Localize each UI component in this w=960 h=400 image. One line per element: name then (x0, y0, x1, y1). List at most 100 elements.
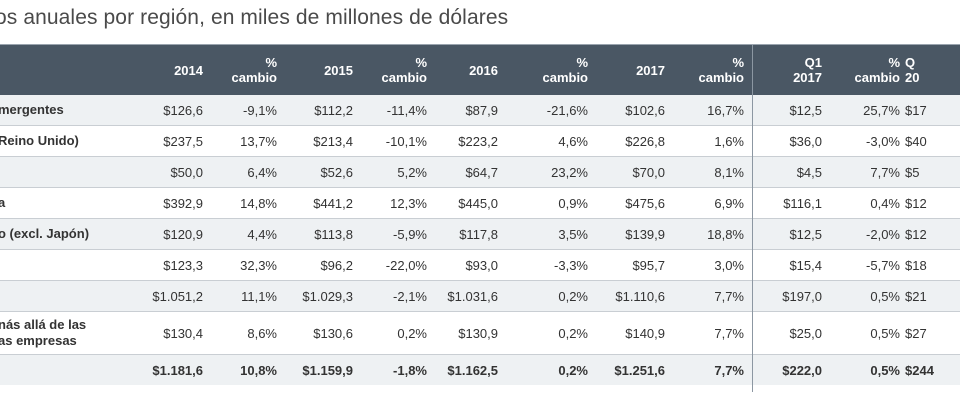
header-col-10-line2: 20 (905, 70, 920, 85)
table-row: mergentes $126,6 -9,1% $112,2 -11,4% $87,9 -21… (0, 95, 960, 126)
table-cell: 23,2% (551, 164, 588, 180)
row-label: nás allá de las as empresas (0, 312, 86, 354)
total-cell: 0,5% (870, 362, 900, 378)
header-col-9-line2: cambio (854, 70, 900, 85)
table-cell: 6,9% (714, 195, 744, 211)
total-cell: $1.159,9 (302, 362, 353, 378)
row-label: a (0, 188, 5, 218)
table-cell: 14,8% (240, 195, 277, 211)
total-cell: $1.181,6 (152, 362, 203, 378)
header-col-1-line2: cambio (231, 70, 277, 85)
table-cell: 32,3% (240, 257, 277, 273)
header-col-8-line1: Q1 (804, 55, 822, 70)
table-cell: $392,9 (163, 195, 203, 211)
table-cell: -10,1% (385, 133, 427, 149)
table-cell: $116,1 (783, 195, 822, 211)
header-col-9: % cambio (830, 45, 900, 95)
row-label: Reino Unido) (0, 126, 79, 156)
table-cell: -2,0% (866, 226, 900, 242)
header-col-1: % cambio (205, 45, 277, 95)
table-cell: 8,1% (714, 164, 744, 180)
table-row: $1.051,2 11,1% $1.029,3 -2,1% $1.031,6 0,2% $1… (0, 281, 960, 312)
table-cell: $1.031,6 (447, 288, 498, 304)
table-cell: 0,5% (870, 288, 900, 304)
total-cell: $222,0 (782, 362, 822, 378)
header-col-4: 2016 (440, 45, 498, 95)
header-col-5-line2: cambio (542, 70, 588, 85)
table-cell: 4,6% (558, 133, 588, 149)
table-row: $123,3 32,3% $96,2 -22,0% $93,0 -3,3% $95,7 3,0… (0, 250, 960, 281)
header-col-0: 2014 (140, 45, 203, 95)
table-cell: $5 (905, 164, 920, 180)
table-cell: $441,2 (313, 195, 353, 211)
revenue-table: 2014 % cambio 2015 % cambio 2016 % cambi… (0, 44, 960, 392)
table-cell: 13,7% (240, 133, 277, 149)
total-cell: 10,8% (240, 362, 277, 378)
table-cell: $123,3 (163, 257, 203, 273)
table-cell: $1.029,3 (302, 288, 353, 304)
table-cell: $95,7 (632, 257, 665, 273)
table-cell: 5,2% (397, 164, 427, 180)
table-cell: $15,4 (789, 257, 822, 273)
row-label-line2: as empresas (0, 333, 77, 348)
total-cell: 0,2% (558, 362, 588, 378)
header-col-8: Q1 2017 (760, 45, 822, 95)
table-cell: $213,4 (313, 133, 353, 149)
header-col-4-line2: 2016 (469, 62, 498, 78)
row-label-line1: mergentes (0, 102, 64, 117)
table-cell: $17 (905, 102, 927, 118)
table-cell: $12 (905, 195, 927, 211)
table-cell: $130,9 (458, 325, 498, 341)
table-row: o (excl. Japón) $120,9 4,4% $113,8 -5,9% $117… (0, 219, 960, 250)
table-cell: 8,6% (247, 325, 277, 341)
table-cell: $237,5 (163, 133, 203, 149)
table-body: mergentes $126,6 -9,1% $112,2 -11,4% $87,9 -21… (0, 95, 960, 385)
row-label-line1: nás allá de las (0, 317, 87, 332)
total-cell: $244 (905, 362, 934, 378)
table-cell: $117,8 (459, 226, 498, 242)
table-cell: $130,4 (163, 325, 203, 341)
header-col-10-line1: Q (905, 55, 916, 70)
table-row: Reino Unido) $237,5 13,7% $213,4 -10,1% $223,… (0, 126, 960, 157)
table-cell: 0,2% (558, 288, 588, 304)
table-cell: $139,9 (625, 226, 665, 242)
row-label: mergentes (0, 95, 64, 125)
table-cell: $21 (905, 288, 927, 304)
table-cell: $102,6 (625, 102, 665, 118)
table-cell: 0,4% (870, 195, 900, 211)
header-col-7-line2: cambio (698, 70, 744, 85)
table-cell: 3,0% (714, 257, 744, 273)
header-col-0-line2: 2014 (174, 62, 203, 78)
table-cell: -5,7% (866, 257, 900, 273)
table-title: os anuales por región, en miles de millo… (0, 6, 509, 29)
table-cell: 0,2% (558, 325, 588, 341)
header-col-2-line2: 2015 (324, 62, 353, 78)
table-cell: -2,1% (393, 288, 427, 304)
total-cell: 7,7% (714, 362, 744, 378)
table-cell: $113,8 (314, 226, 353, 242)
table-cell: 3,5% (558, 226, 588, 242)
total-cell: $1.162,5 (447, 362, 498, 378)
header-col-2: 2015 (290, 45, 353, 95)
table-cell: $18 (905, 257, 927, 273)
table-cell: $223,2 (458, 133, 498, 149)
table-cell: $112,2 (314, 102, 353, 118)
table-cell: 11,1% (241, 288, 277, 304)
table-cell: 18,8% (707, 226, 744, 242)
table-header: 2014 % cambio 2015 % cambio 2016 % cambi… (0, 45, 960, 95)
total-cell: -1,8% (393, 362, 427, 378)
table-cell: -5,9% (393, 226, 427, 242)
table-cell: $197,0 (782, 288, 822, 304)
row-label-line1: o (excl. Japón) (0, 226, 90, 241)
table-cell: $96,2 (320, 257, 353, 273)
table-cell: 6,4% (247, 164, 277, 180)
table-cell: $12,5 (789, 226, 822, 242)
header-col-1-line1: % (265, 55, 277, 70)
table-cell: 16,7% (707, 102, 744, 118)
table-cell: $93,0 (465, 257, 498, 273)
table-cell: $1.110,6 (615, 288, 665, 304)
table-cell: $126,6 (163, 102, 203, 118)
table-cell: $87,9 (465, 102, 498, 118)
table-cell: $140,9 (625, 325, 665, 341)
